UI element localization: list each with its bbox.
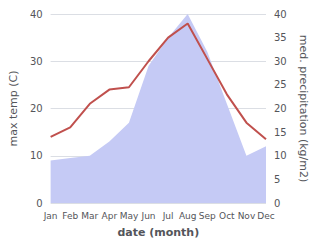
svg-text:Feb: Feb [62, 211, 78, 221]
svg-text:max temp (C): max temp (C) [7, 70, 20, 146]
svg-text:0: 0 [274, 198, 280, 209]
svg-text:med. precipitation (kg/m2): med. precipitation (kg/m2) [297, 35, 310, 183]
svg-text:Jan: Jan [43, 211, 58, 221]
svg-text:0: 0 [36, 198, 42, 209]
svg-text:35: 35 [274, 32, 287, 43]
svg-text:40: 40 [274, 9, 287, 20]
svg-text:Oct: Oct [219, 211, 235, 221]
svg-text:Dec: Dec [257, 211, 274, 221]
svg-text:10: 10 [274, 150, 287, 161]
svg-text:20: 20 [274, 103, 287, 114]
svg-text:15: 15 [274, 127, 287, 138]
svg-text:Apr: Apr [102, 211, 118, 221]
svg-text:Jun: Jun [140, 211, 155, 221]
svg-text:Sep: Sep [199, 211, 216, 221]
svg-text:30: 30 [30, 56, 43, 67]
svg-text:20: 20 [30, 103, 43, 114]
svg-text:30: 30 [274, 56, 287, 67]
svg-text:5: 5 [274, 174, 280, 185]
svg-text:Jul: Jul [162, 211, 174, 221]
svg-text:25: 25 [274, 79, 287, 90]
svg-text:10: 10 [30, 150, 43, 161]
svg-text:Mar: Mar [81, 211, 98, 221]
svg-text:40: 40 [30, 9, 43, 20]
svg-text:Nov: Nov [238, 211, 256, 221]
svg-text:May: May [120, 211, 139, 221]
svg-text:date (month): date (month) [117, 226, 199, 239]
svg-text:Aug: Aug [179, 211, 197, 221]
